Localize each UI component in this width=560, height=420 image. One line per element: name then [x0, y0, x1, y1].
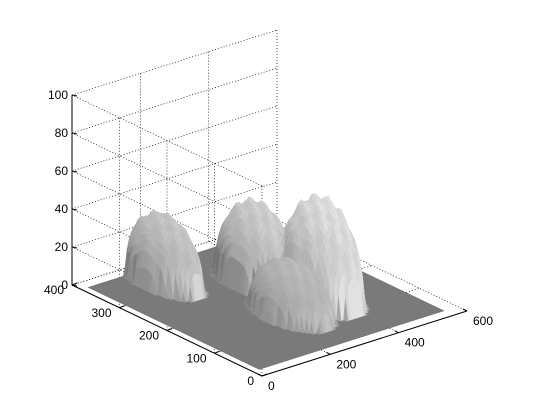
- z-tick: [71, 132, 78, 135]
- grid-line: [71, 67, 278, 134]
- x-tick-label: 400: [405, 336, 425, 350]
- y-tick: [166, 328, 173, 331]
- y-tick-label: 200: [139, 329, 159, 343]
- grid-line: [71, 29, 278, 96]
- x-tick-label: 600: [473, 314, 493, 328]
- surface-patch: [363, 285, 370, 314]
- z-tick-label: 80: [55, 126, 69, 140]
- z-tick-label: 40: [55, 202, 69, 216]
- y-tick-label: 0: [247, 374, 254, 388]
- y-tick: [261, 373, 268, 377]
- z-tick-label: 20: [55, 240, 69, 254]
- y-tick: [119, 305, 125, 309]
- y-tick: [71, 282, 78, 286]
- axis-lines: [71, 94, 468, 377]
- x-axis-line: [261, 310, 468, 377]
- surface-patch: [202, 280, 209, 299]
- x-tick-label: 200: [336, 357, 356, 371]
- y-tick: [214, 350, 220, 354]
- surface-patch: [364, 296, 371, 311]
- y-tick-label: 300: [91, 306, 111, 320]
- z-tick: [71, 208, 78, 211]
- z-tick: [71, 170, 78, 173]
- surface-patch: [333, 312, 339, 325]
- x-tick: [257, 373, 263, 377]
- x-tick: [394, 330, 399, 334]
- grid-line: [276, 219, 468, 312]
- surface-peaks: [122, 192, 371, 335]
- y-tick-label: 100: [186, 351, 206, 365]
- surface-patch: [330, 317, 337, 331]
- z-tick: [71, 94, 78, 97]
- x-tick: [462, 308, 468, 312]
- z-tick-label: 100: [48, 88, 68, 102]
- surface-patch: [203, 286, 210, 296]
- z-tick: [71, 246, 78, 249]
- x-tick: [326, 351, 331, 355]
- surface-patch: [361, 291, 368, 316]
- z-tick-label: 0: [61, 278, 68, 292]
- z-tick-label: 60: [55, 164, 69, 178]
- grid-line: [71, 143, 278, 210]
- grid-line: [71, 105, 278, 172]
- surface-patch: [333, 321, 340, 327]
- x-tick-label: 0: [268, 379, 275, 393]
- grid-line: [71, 132, 263, 225]
- y-tick-label: 400: [44, 283, 64, 297]
